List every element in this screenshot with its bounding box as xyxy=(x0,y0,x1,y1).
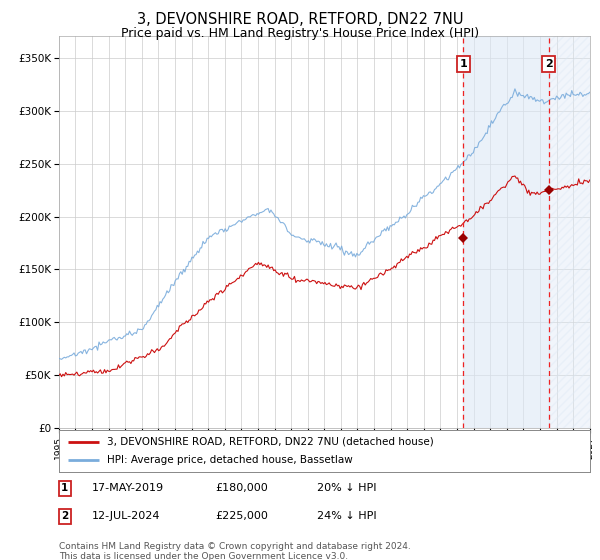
Text: HPI: Average price, detached house, Bassetlaw: HPI: Average price, detached house, Bass… xyxy=(107,455,352,465)
Bar xyxy=(463,36,549,428)
Text: Price paid vs. HM Land Registry's House Price Index (HPI): Price paid vs. HM Land Registry's House … xyxy=(121,27,479,40)
Text: 17-MAY-2019: 17-MAY-2019 xyxy=(92,483,164,493)
Text: £180,000: £180,000 xyxy=(215,483,268,493)
Text: 1: 1 xyxy=(61,483,68,493)
Text: 3, DEVONSHIRE ROAD, RETFORD, DN22 7NU: 3, DEVONSHIRE ROAD, RETFORD, DN22 7NU xyxy=(137,12,463,27)
Text: 2: 2 xyxy=(545,59,553,69)
Text: 20% ↓ HPI: 20% ↓ HPI xyxy=(317,483,376,493)
Text: 12-JUL-2024: 12-JUL-2024 xyxy=(92,511,160,521)
Text: 1: 1 xyxy=(460,59,467,69)
Text: £225,000: £225,000 xyxy=(215,511,268,521)
Text: 2: 2 xyxy=(61,511,68,521)
Bar xyxy=(549,36,590,428)
Text: 3, DEVONSHIRE ROAD, RETFORD, DN22 7NU (detached house): 3, DEVONSHIRE ROAD, RETFORD, DN22 7NU (d… xyxy=(107,437,433,447)
Text: 24% ↓ HPI: 24% ↓ HPI xyxy=(317,511,376,521)
Text: Contains HM Land Registry data © Crown copyright and database right 2024.
This d: Contains HM Land Registry data © Crown c… xyxy=(59,542,410,560)
